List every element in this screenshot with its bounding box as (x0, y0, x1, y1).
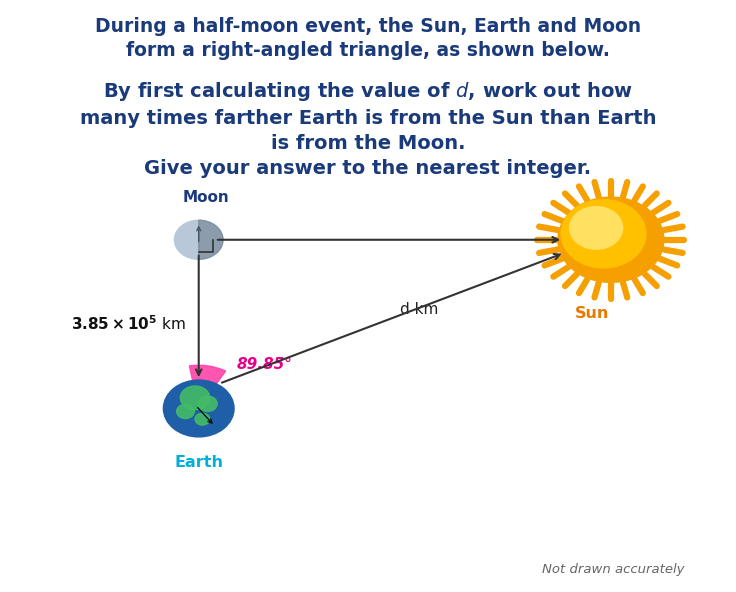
Circle shape (163, 380, 234, 437)
Polygon shape (199, 220, 223, 259)
Circle shape (177, 404, 194, 419)
Text: many times farther Earth is from the Sun than Earth: many times farther Earth is from the Sun… (79, 109, 657, 128)
Text: Give your answer to the nearest integer.: Give your answer to the nearest integer. (144, 159, 592, 178)
Text: Not drawn accurately: Not drawn accurately (542, 563, 684, 576)
Circle shape (558, 197, 664, 282)
Text: is from the Moon.: is from the Moon. (271, 134, 465, 153)
Text: Moon: Moon (183, 191, 230, 205)
Text: d km: d km (400, 302, 439, 317)
Wedge shape (189, 365, 226, 408)
Circle shape (198, 396, 217, 411)
Circle shape (180, 386, 210, 410)
Circle shape (570, 207, 623, 249)
Text: During a half-moon event, the Sun, Earth and Moon: During a half-moon event, the Sun, Earth… (95, 17, 641, 36)
Circle shape (195, 413, 210, 425)
Text: $\mathbf{3.85 \times 10^5}$ km: $\mathbf{3.85 \times 10^5}$ km (71, 315, 186, 333)
Text: form a right-angled triangle, as shown below.: form a right-angled triangle, as shown b… (126, 41, 610, 60)
Text: Sun: Sun (576, 306, 609, 321)
Text: 89.85°: 89.85° (237, 356, 293, 372)
Circle shape (561, 200, 646, 268)
Text: By first calculating the value of $\mathit{d}$, work out how: By first calculating the value of $\math… (103, 81, 633, 103)
Circle shape (174, 220, 223, 259)
Text: Earth: Earth (174, 455, 223, 469)
